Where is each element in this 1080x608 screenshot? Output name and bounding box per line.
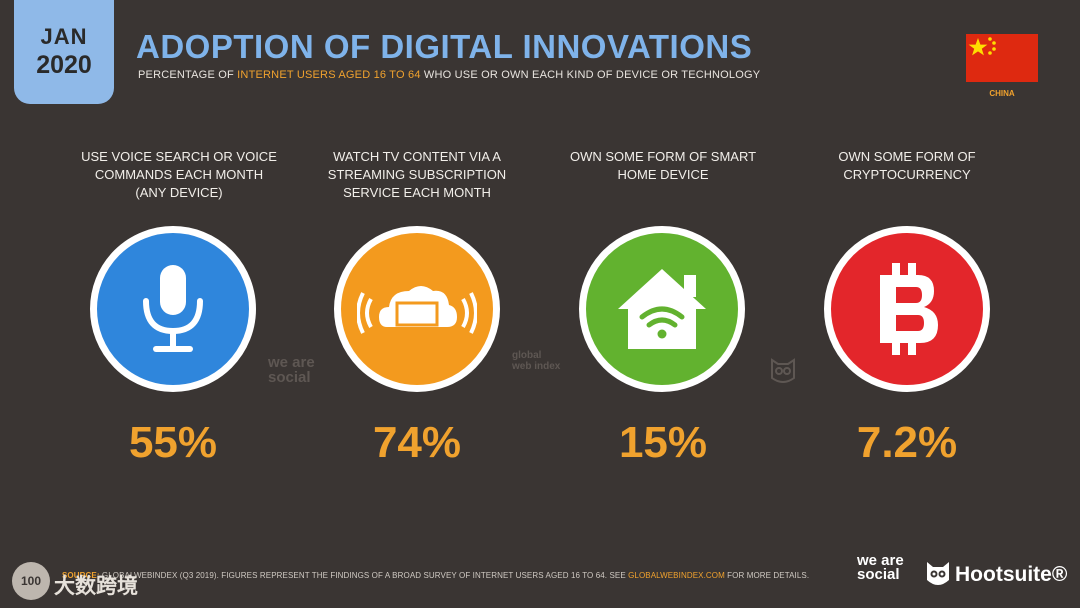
china-flag-icon (966, 34, 1038, 82)
microphone-icon (128, 259, 218, 359)
category-label-smarthome: OWN SOME FORM OF SMART HOME DEVICE (563, 148, 763, 202)
we-are-social-logo: we are social (857, 554, 911, 582)
date-year: 2020 (36, 50, 92, 80)
smarthome-circle (579, 226, 745, 392)
category-label: WATCH TV CONTENT VIA A STREAMING SUBSCRI… (317, 148, 517, 202)
value-label: 15% (563, 418, 763, 468)
page-subtitle: PERCENTAGE OF INTERNET USERS AGED 16 TO … (138, 69, 760, 81)
watermark-was: we are social (268, 355, 328, 385)
date-month: JAN (40, 24, 87, 50)
corner-watermark-text: 大数跨境 (54, 570, 138, 600)
subtitle-pre: PERCENTAGE OF (138, 69, 237, 81)
category-label: OWN SOME FORM OF SMART HOME DEVICE (563, 148, 763, 202)
streaming-tv-icon (357, 269, 477, 349)
bitcoin-icon (862, 259, 952, 359)
source-note: SOURCE: GLOBALWEBINDEX (Q3 2019). FIGURE… (62, 571, 809, 580)
source-tail: FOR MORE DETAILS. (725, 571, 809, 580)
value-label: 55% (73, 418, 273, 468)
source-text: GLOBALWEBINDEX (Q3 2019). FIGURES REPRES… (100, 571, 628, 580)
subtitle-post: WHO USE OR OWN EACH KIND OF DEVICE OR TE… (421, 69, 761, 81)
value-label: 74% (317, 418, 517, 468)
source-link[interactable]: GLOBALWEBINDEX.COM (628, 571, 725, 580)
category-label-streaming: WATCH TV CONTENT VIA A STREAMING SUBSCRI… (317, 148, 517, 202)
page-title: ADOPTION OF DIGITAL INNOVATIONS (136, 28, 752, 66)
streaming-circle (334, 226, 500, 392)
country-label: CHINA (966, 89, 1038, 98)
subtitle-highlight: INTERNET USERS AGED 16 TO 64 (237, 69, 421, 81)
watermark-gwi: global web index (512, 350, 562, 372)
smart-home-icon (612, 259, 712, 359)
corner-badge: 100 (12, 562, 50, 600)
voice-circle (90, 226, 256, 392)
hootsuite-owl-icon (926, 560, 950, 588)
watermark-owl-icon (770, 356, 796, 384)
category-label: USE VOICE SEARCH OR VOICE COMMANDS EACH … (79, 148, 279, 202)
category-label-voice: USE VOICE SEARCH OR VOICE COMMANDS EACH … (79, 148, 279, 202)
hootsuite-logo: Hootsuite® (955, 563, 1067, 587)
category-label-crypto: OWN SOME FORM OF CRYPTOCURRENCY (807, 148, 1007, 202)
date-badge: JAN 2020 (14, 0, 114, 104)
category-label: OWN SOME FORM OF CRYPTOCURRENCY (807, 148, 1007, 202)
value-label: 7.2% (807, 418, 1007, 468)
crypto-circle (824, 226, 990, 392)
